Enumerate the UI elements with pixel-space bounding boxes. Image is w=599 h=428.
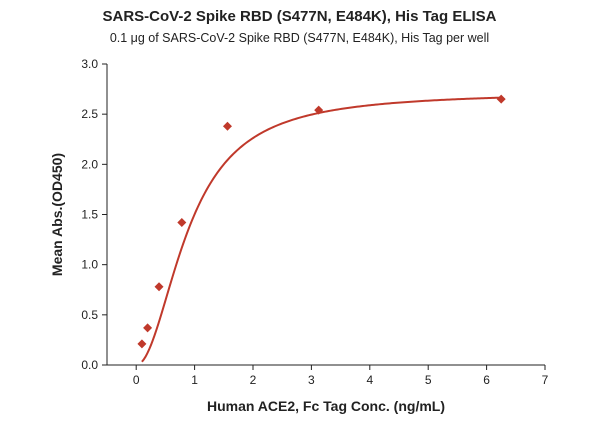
x-tick-label: 7 bbox=[542, 373, 549, 387]
ticks: 0 1 2 3 4 5 6 7 0.0 0.5 1.0 1.5 2.0 2.5 3.0 bbox=[81, 57, 548, 387]
x-tick-label: 3 bbox=[308, 373, 315, 387]
y-tick-label: 2.5 bbox=[81, 107, 98, 121]
y-tick-label: 0.0 bbox=[81, 358, 98, 372]
x-tick-label: 6 bbox=[483, 373, 490, 387]
data-point bbox=[143, 323, 153, 333]
y-axis-label: Mean Abs.(OD450) bbox=[49, 153, 65, 276]
x-tick-label: 4 bbox=[366, 373, 373, 387]
data-point bbox=[496, 94, 506, 104]
data-point bbox=[222, 121, 232, 131]
data-points bbox=[137, 94, 506, 349]
chart-title: SARS-CoV-2 Spike RBD (S477N, E484K), His… bbox=[102, 8, 497, 25]
x-tick-label: 2 bbox=[250, 373, 257, 387]
x-tick-label: 0 bbox=[133, 373, 140, 387]
fit-curve bbox=[141, 96, 502, 363]
x-tick-label: 5 bbox=[425, 373, 432, 387]
y-tick-label: 2.0 bbox=[81, 157, 98, 171]
data-point bbox=[177, 218, 187, 228]
chart-subtitle: 0.1 μg of SARS-CoV-2 Spike RBD (S477N, E… bbox=[109, 31, 490, 45]
axes bbox=[106, 64, 545, 366]
y-tick-label: 0.5 bbox=[81, 308, 98, 322]
data-point bbox=[314, 105, 324, 115]
data-point bbox=[154, 282, 164, 292]
y-tick-label: 3.0 bbox=[81, 57, 98, 71]
data-point bbox=[137, 339, 147, 349]
x-axis-label: Human ACE2, Fc Tag Conc. (ng/mL) bbox=[207, 398, 445, 414]
x-tick-label: 1 bbox=[191, 373, 198, 387]
y-tick-label: 1.5 bbox=[81, 208, 98, 222]
y-tick-label: 1.0 bbox=[81, 258, 98, 272]
